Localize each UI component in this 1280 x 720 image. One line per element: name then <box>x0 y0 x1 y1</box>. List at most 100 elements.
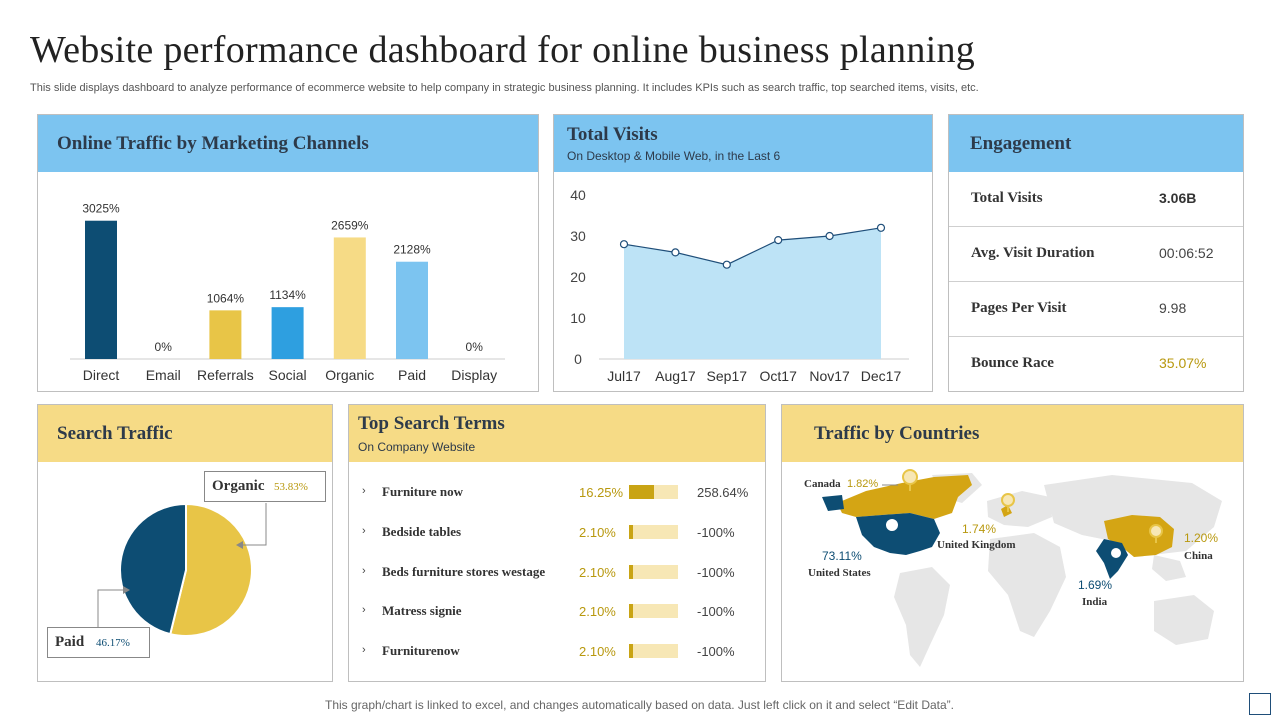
traffic-bar-chart[interactable]: 3025% Direct 0% Email 1064% Referrals 1134% Soc… <box>38 115 539 392</box>
footer-note: This graph/chart is linked to excel, and… <box>325 698 954 712</box>
map-canada <box>837 475 972 519</box>
bar-value-label: 0% <box>155 340 173 354</box>
visits-area-chart[interactable]: 0 10 20 30 40 Jul17 Aug17 Sep17 Oct17 Nov17 Dec17 <box>554 115 933 392</box>
world-map[interactable]: Canada 1.82% 1.74% United Kingdom 1.20% … <box>782 405 1244 682</box>
area-point <box>722 260 731 269</box>
x-tick-label: Sep17 <box>707 368 748 384</box>
country-value-china: 1.20% <box>1184 531 1218 545</box>
visits-panel-header: Total Visits On Desktop & Mobile Web, in… <box>554 115 932 172</box>
search-term-share: 2.10% <box>579 604 616 619</box>
bar-value-label: 2128% <box>393 243 431 257</box>
search-term-row[interactable]: › Matress signie 2.10% -100% <box>349 597 765 627</box>
search-term-label: Matress signie <box>382 603 462 618</box>
search-term-change: -100% <box>697 525 735 540</box>
chevron-right-icon: › <box>362 525 366 537</box>
x-tick-label: Dec17 <box>861 368 902 384</box>
y-tick-label: 10 <box>570 310 586 326</box>
area-point <box>825 231 834 241</box>
country-value-india: 1.69% <box>1078 578 1112 592</box>
search-terms-header: Top Search Terms On Company Website <box>349 405 765 462</box>
search-term-change: 258.64% <box>697 485 749 500</box>
search-term-label: Beds furniture stores westage <box>382 564 546 579</box>
page-title: Website performance dashboard for online… <box>30 29 976 71</box>
bar-value-label: 2659% <box>331 218 369 232</box>
search-term-row[interactable]: › Furniturenow 2.10% -100% <box>349 637 765 667</box>
map-australia <box>1154 595 1214 645</box>
traffic-panel: Online Traffic by Marketing Channels 302… <box>37 114 539 392</box>
countries-panel: Traffic by Countries <box>781 404 1244 682</box>
search-term-label: Furniture now <box>382 484 464 499</box>
world-map-land <box>894 473 1222 667</box>
search-traffic-panel: Search Traffic Organic 53.83% Paid 46.17… <box>37 404 333 682</box>
search-term-row[interactable]: › Beds furniture stores westage 2.10% -1… <box>349 558 765 588</box>
search-term-label: Bedside tables <box>382 524 462 539</box>
search-term-change: -100% <box>697 565 735 580</box>
pie-slice-paid <box>119 502 187 636</box>
search-term-share: 2.10% <box>579 644 616 659</box>
bar-category-label: Social <box>269 367 307 383</box>
search-term-bar-fill <box>629 525 633 539</box>
area-fill <box>624 227 881 359</box>
bar-paid <box>396 261 428 359</box>
search-traffic-pie-chart[interactable] <box>38 405 333 682</box>
engagement-row-bounce-rate: Bounce Race 35.07% <box>949 337 1243 391</box>
search-term-bar-fill <box>629 565 633 579</box>
paid-connector-arrow <box>123 586 130 594</box>
search-term-row[interactable]: › Bedside tables 2.10% -100% <box>349 518 765 548</box>
countries-title: Traffic by Countries <box>814 423 980 444</box>
engagement-value: 35.07% <box>1159 355 1207 371</box>
paid-callout-value: 46.17% <box>96 637 130 649</box>
location-pin-icon <box>1109 546 1123 560</box>
search-terms-panel: Top Search Terms On Company Website › Fu… <box>348 404 766 682</box>
organic-connector-arrow <box>236 541 243 549</box>
engagement-row-total-visits: Total Visits 3.06B <box>949 172 1243 227</box>
country-name-india: India <box>1082 596 1108 608</box>
area-point <box>671 248 680 257</box>
countries-header: Traffic by Countries <box>782 405 1243 462</box>
search-term-share: 2.10% <box>579 565 616 580</box>
y-tick-label: 30 <box>570 228 586 244</box>
engagement-row-avg-duration: Avg. Visit Duration 00:06:52 <box>949 227 1243 282</box>
page-subtitle: This slide displays dashboard to analyze… <box>30 82 979 94</box>
engagement-value: 00:06:52 <box>1159 245 1214 261</box>
y-tick-label: 20 <box>570 269 586 285</box>
country-value-canada: 1.82% <box>847 478 878 490</box>
map-south-america <box>894 567 950 667</box>
map-united-kingdom <box>1001 505 1012 517</box>
map-asia <box>1044 475 1222 555</box>
engagement-row-pages-per-visit: Pages Per Visit 9.98 <box>949 282 1243 337</box>
search-term-bar <box>629 485 678 499</box>
area-point <box>876 223 886 232</box>
paid-callout: Paid 46.17% <box>47 627 150 658</box>
country-name-us: United States <box>808 567 871 579</box>
country-name-uk: United Kingdom <box>937 539 1016 551</box>
bar-category-label: Paid <box>398 367 426 383</box>
search-term-row[interactable]: › Furniture now 16.25% 258.64% <box>349 478 765 508</box>
engagement-value: 3.06B <box>1159 190 1197 206</box>
visits-panel-subtitle: On Desktop & Mobile Web, in the Last 6 <box>567 149 781 163</box>
location-pin-icon <box>1001 493 1015 512</box>
chevron-right-icon: › <box>362 604 366 616</box>
pie-slice-organic <box>169 502 253 637</box>
bar-referrals <box>209 310 242 359</box>
engagement-panel-header: Engagement <box>949 115 1243 172</box>
bar-category-label: Display <box>451 367 497 383</box>
search-traffic-title: Search Traffic <box>57 423 173 444</box>
search-term-bar <box>629 525 678 539</box>
search-term-label: Furniturenow <box>382 643 460 658</box>
search-terms-subtitle: On Company Website <box>358 440 476 454</box>
location-pin-icon <box>884 517 900 533</box>
country-value-us: 73.11% <box>822 549 862 563</box>
search-term-share: 16.25% <box>579 485 624 500</box>
chevron-right-icon: › <box>362 644 366 656</box>
bar-category-label: Organic <box>325 367 374 383</box>
search-term-bar-fill <box>629 485 654 499</box>
y-tick-label: 40 <box>570 187 586 203</box>
bar-value-label: 3025% <box>82 202 120 216</box>
engagement-label: Avg. Visit Duration <box>971 245 1095 261</box>
paid-callout-label: Paid <box>55 634 85 650</box>
organic-callout-label: Organic <box>212 478 265 494</box>
bar-value-label: 0% <box>466 340 484 354</box>
area-line <box>623 227 882 266</box>
map-europe <box>987 491 1052 527</box>
